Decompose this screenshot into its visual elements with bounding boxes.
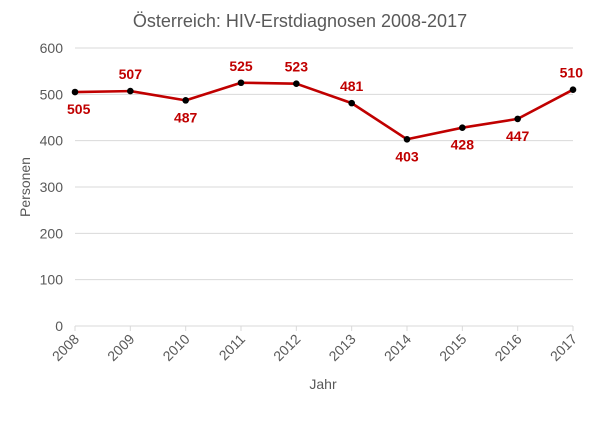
data-label-2010: 487 xyxy=(174,109,198,125)
data-label-2012: 523 xyxy=(285,59,309,75)
x-tick-label-2012: 2012 xyxy=(270,331,303,364)
y-axis-title: Personen xyxy=(17,157,33,217)
data-point-2011 xyxy=(237,79,245,87)
y-tick-label-300: 300 xyxy=(40,179,64,195)
x-tick-label-2015: 2015 xyxy=(436,331,469,364)
data-label-2017: 510 xyxy=(560,65,584,81)
data-point-2015 xyxy=(459,124,466,131)
data-point-2014 xyxy=(403,135,411,143)
data-point-2010 xyxy=(182,97,189,104)
data-label-2008: 505 xyxy=(67,101,91,117)
chart-title: Österreich: HIV-Erstdiagnosen 2008-2017 xyxy=(133,11,467,31)
y-tick-label-600: 600 xyxy=(40,40,64,56)
x-tick-label-2014: 2014 xyxy=(381,331,414,364)
data-point-2013 xyxy=(348,99,355,107)
x-axis-title: Jahr xyxy=(309,376,337,392)
x-tick-label-2017: 2017 xyxy=(547,331,580,364)
x-tick-label-2010: 2010 xyxy=(159,331,192,364)
y-tick-label-400: 400 xyxy=(40,133,64,149)
data-label-2013: 481 xyxy=(340,78,364,94)
data-point-2016 xyxy=(514,115,521,123)
data-point-2012 xyxy=(293,80,300,87)
x-tick-label-2013: 2013 xyxy=(325,331,358,364)
data-point-2017 xyxy=(569,86,577,93)
data-point-2008 xyxy=(71,88,79,96)
data-label-2009: 507 xyxy=(119,66,143,82)
data-label-2014: 403 xyxy=(395,148,419,164)
x-tick-label-2011: 2011 xyxy=(216,331,249,364)
y-tick-label-100: 100 xyxy=(40,272,64,288)
y-tick-label-500: 500 xyxy=(40,86,64,102)
x-tick-label-2009: 2009 xyxy=(104,331,137,364)
data-label-2011: 525 xyxy=(229,58,253,74)
y-tick-label-200: 200 xyxy=(40,225,64,241)
x-tick-label-2008: 2008 xyxy=(49,331,82,364)
series-line xyxy=(73,81,575,141)
gridlines xyxy=(75,47,573,281)
data-point-2009 xyxy=(127,87,134,95)
data-labels: 505 507 487 525 523 481 403 428 447 510 xyxy=(67,58,583,165)
series-layer xyxy=(71,79,577,143)
data-label-2016: 447 xyxy=(506,128,530,144)
data-label-2015: 428 xyxy=(451,137,475,153)
x-tick-label-2016: 2016 xyxy=(491,331,524,364)
y-tick-label-0: 0 xyxy=(55,318,63,334)
